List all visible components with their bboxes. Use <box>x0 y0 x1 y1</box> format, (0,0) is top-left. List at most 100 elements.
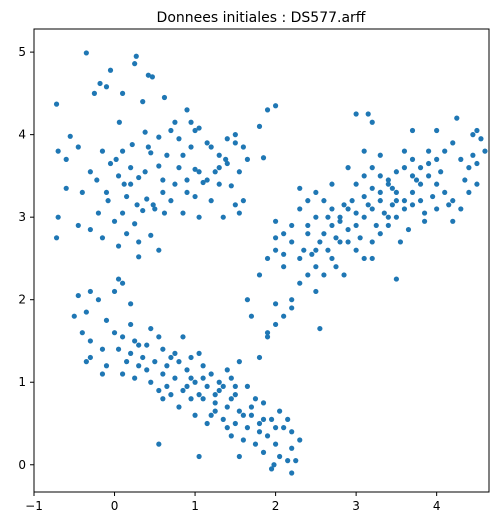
data-point <box>204 420 210 427</box>
data-point <box>129 141 135 148</box>
data-point <box>256 123 263 129</box>
data-point <box>200 396 206 402</box>
data-point <box>156 387 162 394</box>
data-point <box>224 404 230 410</box>
data-point <box>192 127 198 134</box>
data-point <box>470 132 476 138</box>
data-point <box>393 198 399 204</box>
data-point <box>285 458 291 464</box>
data-point <box>87 226 93 233</box>
data-point <box>385 222 391 229</box>
data-point <box>329 206 335 212</box>
data-point <box>204 383 210 389</box>
data-point <box>95 297 102 303</box>
data-point <box>236 169 242 175</box>
data-point <box>103 317 110 323</box>
x-tick-label: 4 <box>433 499 441 513</box>
data-point <box>204 177 210 183</box>
data-point <box>329 255 335 262</box>
data-point <box>345 165 351 171</box>
data-point <box>216 387 222 394</box>
data-point <box>470 152 476 158</box>
data-point <box>115 276 122 282</box>
data-point <box>192 166 198 172</box>
x-tick-label: 1 <box>191 499 199 513</box>
data-point <box>377 231 383 237</box>
data-point <box>281 313 287 319</box>
data-point <box>196 453 202 460</box>
data-point <box>220 416 226 422</box>
data-point <box>369 206 375 212</box>
data-point <box>184 107 190 113</box>
data-point <box>200 375 206 381</box>
data-point <box>148 325 154 332</box>
data-point <box>353 222 359 229</box>
data-point <box>184 177 190 183</box>
data-point <box>434 206 440 212</box>
scatter-points <box>53 50 488 476</box>
data-point <box>337 239 343 245</box>
data-point <box>115 346 122 352</box>
data-point <box>260 155 267 161</box>
data-point <box>99 371 106 377</box>
data-point <box>329 222 335 229</box>
data-point <box>353 181 359 187</box>
data-point <box>232 132 238 138</box>
data-point <box>200 179 206 186</box>
data-point <box>337 214 343 220</box>
data-point <box>128 301 134 307</box>
data-point <box>208 371 214 377</box>
data-point <box>357 235 363 241</box>
data-point <box>87 354 93 361</box>
data-point <box>361 214 367 220</box>
data-point <box>200 363 206 369</box>
data-point <box>94 177 100 183</box>
chart-title: Donnees initiales : DS577.arff <box>157 10 366 26</box>
data-point <box>325 247 331 253</box>
data-point <box>260 449 267 455</box>
data-point <box>87 338 93 344</box>
data-point <box>272 321 279 328</box>
data-point <box>361 193 367 200</box>
data-point <box>361 148 367 154</box>
data-point <box>301 247 307 253</box>
data-point <box>145 72 151 78</box>
data-point <box>289 470 295 476</box>
data-point <box>79 189 85 196</box>
data-point <box>119 148 126 154</box>
y-tick-label: 5 <box>18 45 26 59</box>
y-tick-label: 4 <box>18 128 26 142</box>
plot-frame <box>33 28 490 493</box>
data-point <box>256 354 263 361</box>
data-point <box>160 177 166 183</box>
data-point <box>289 222 295 229</box>
data-point <box>272 425 279 431</box>
data-point <box>160 371 166 377</box>
data-point <box>240 144 246 150</box>
data-point <box>208 198 214 204</box>
data-point <box>161 94 168 101</box>
data-point <box>172 119 178 125</box>
data-point <box>232 392 238 398</box>
data-point <box>224 136 230 142</box>
data-point <box>168 354 174 361</box>
data-point <box>164 363 170 369</box>
data-point <box>212 408 218 414</box>
y-tick-label: 0 <box>18 458 26 472</box>
data-point <box>454 115 460 121</box>
data-point <box>281 264 287 270</box>
data-point <box>216 379 222 385</box>
data-point <box>256 420 263 427</box>
data-point <box>438 169 444 175</box>
data-point <box>305 222 311 229</box>
data-point <box>305 198 311 204</box>
data-point <box>164 383 170 389</box>
data-point <box>272 218 279 224</box>
data-point <box>369 119 375 125</box>
data-point <box>421 210 428 216</box>
x-tick-label: −1 <box>25 499 43 513</box>
data-point <box>75 144 81 150</box>
data-point <box>474 181 480 187</box>
data-point <box>220 383 226 389</box>
data-point <box>228 183 234 189</box>
